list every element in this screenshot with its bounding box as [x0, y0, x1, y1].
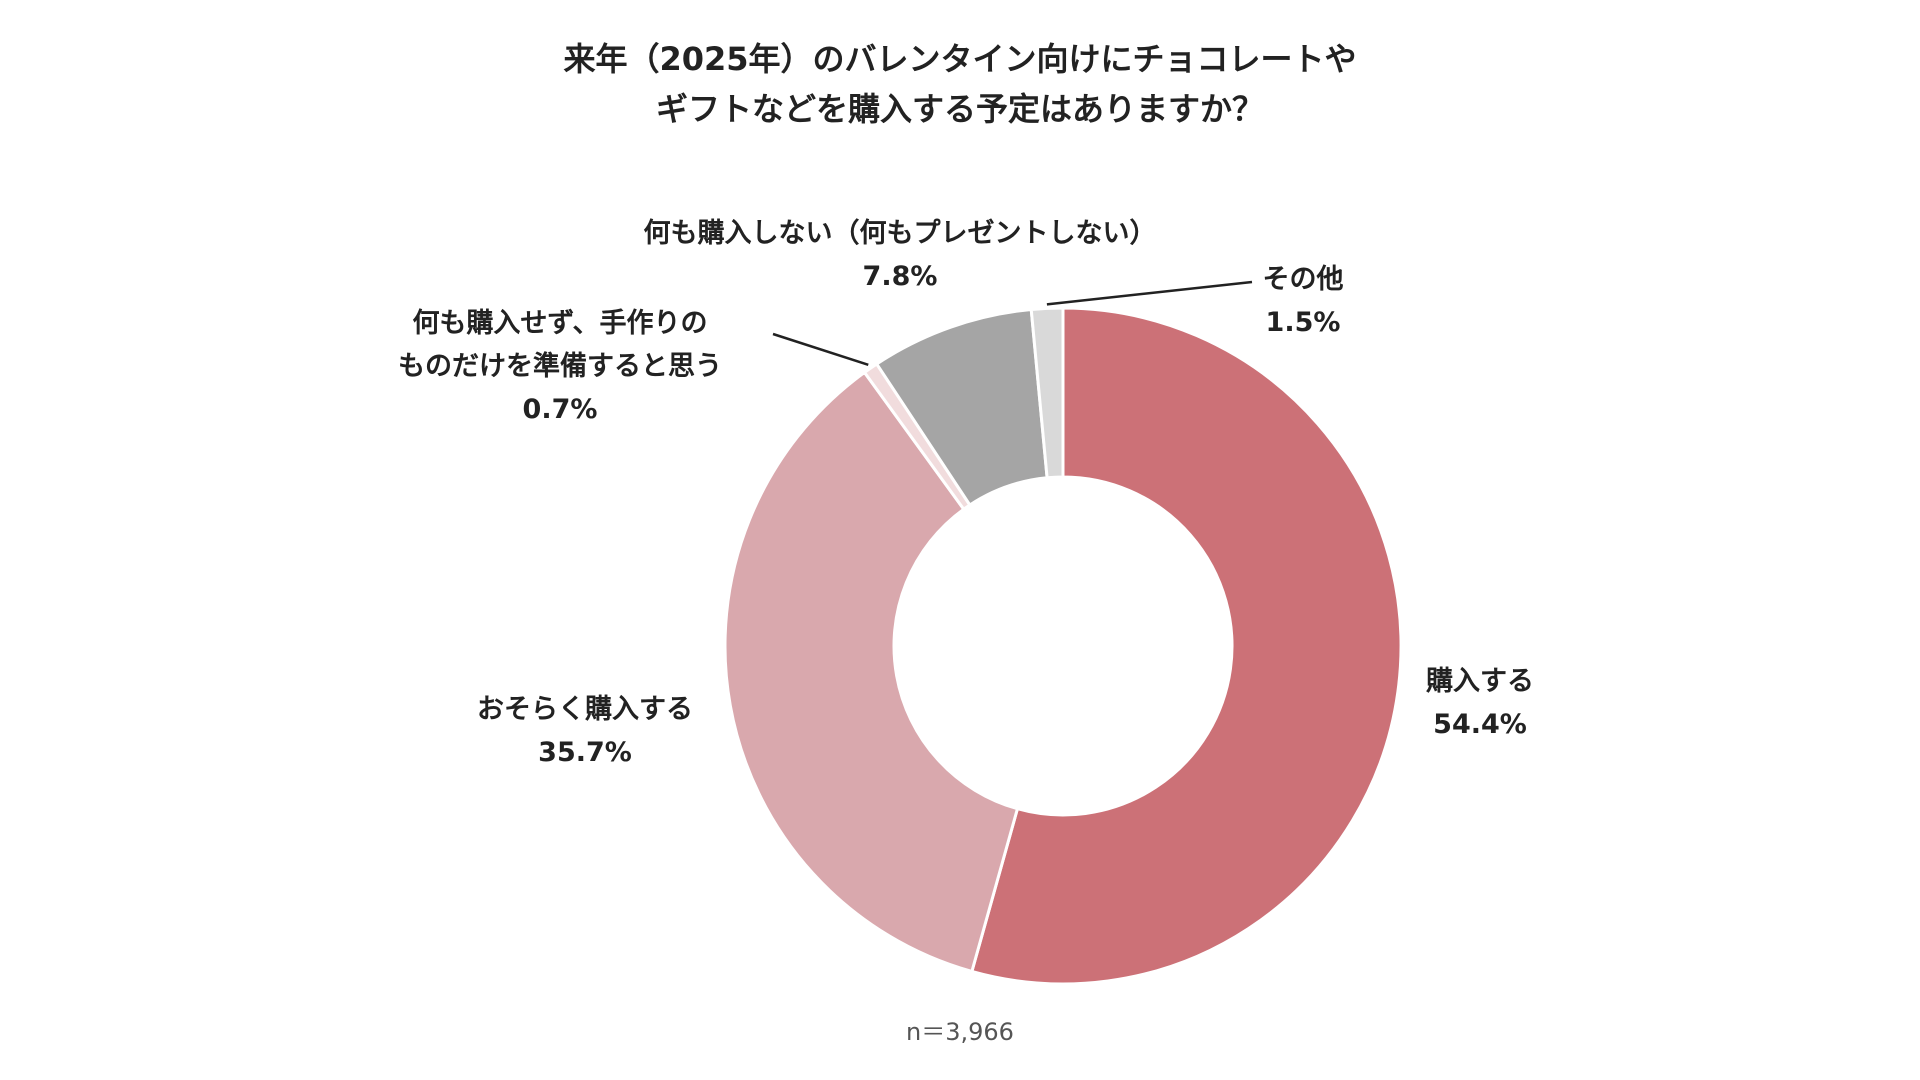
slice-label-probably-purchase: おそらく購入する 35.7%: [430, 688, 740, 774]
slice-label-text: 購入する: [1426, 666, 1534, 697]
slice-label-purchase: 購入する 54.4%: [1380, 660, 1580, 746]
slice-label-text: ものだけを準備すると思う: [398, 351, 722, 382]
donut-slice-probably-purchase: [723, 370, 1020, 974]
slice-value-label: 54.4%: [1433, 709, 1527, 740]
slice-value-label: 7.8%: [862, 261, 938, 292]
chart-title-line-1: 来年（2025年）のバレンタイン向けにチョコレートや: [563, 40, 1357, 78]
chart-title-line-2: ギフトなどを購入する予定はありますか？: [655, 90, 1264, 128]
slice-value-label: 0.7%: [522, 394, 598, 425]
slice-label-other: その他 1.5%: [1248, 258, 1358, 344]
slice-label-handmade-only: 何も購入せず、手作りの ものだけを準備すると思う 0.7%: [360, 302, 760, 431]
donut-slice-other: [1029, 306, 1065, 480]
slice-value-label: 35.7%: [538, 737, 632, 768]
chart-title: 来年（2025年）のバレンタイン向けにチョコレートや ギフトなどを購入する予定は…: [0, 34, 1920, 134]
slice-label-text: 何も購入せず、手作りの: [412, 308, 708, 339]
leader-line-handmade-only: [772, 332, 869, 367]
slice-label-text: おそらく購入する: [477, 694, 693, 725]
sample-size-note: n＝3,966: [906, 1018, 1014, 1046]
slice-label-text: その他: [1262, 264, 1344, 295]
donut-slice-purchase: [970, 306, 1403, 986]
slice-label-text: 何も購入しない（何もプレゼントしない）: [643, 218, 1157, 249]
leader-line-other: [1046, 280, 1253, 306]
slice-label-no-purchase: 何も購入しない（何もプレゼントしない） 7.8%: [620, 212, 1180, 298]
slice-value-label: 1.5%: [1265, 307, 1341, 338]
